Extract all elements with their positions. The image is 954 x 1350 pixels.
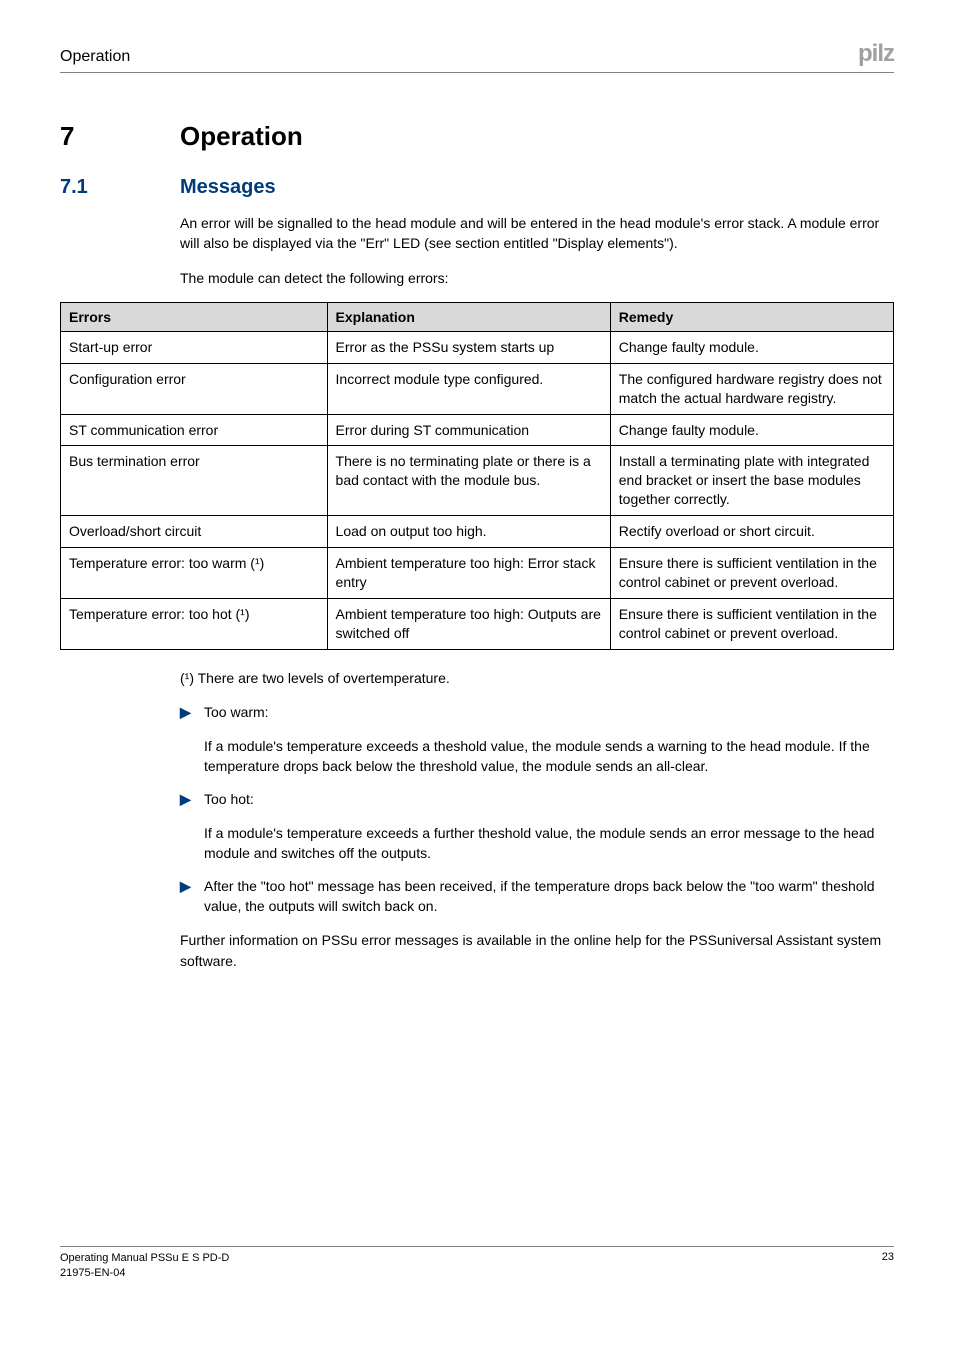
cell-explanation: Error as the PSSu system starts up xyxy=(327,331,610,363)
bullet-body-text: If a module's temperature exceeds a thes… xyxy=(204,736,894,777)
cell-explanation: Incorrect module type configured. xyxy=(327,363,610,414)
cell-error: Start-up error xyxy=(61,331,328,363)
bullet-list: ▶ After the "too hot" message has been r… xyxy=(180,876,894,917)
section-heading: 7 Operation xyxy=(60,121,894,152)
table-header-row: Errors Explanation Remedy xyxy=(61,302,894,331)
cell-explanation: Load on output too high. xyxy=(327,516,610,548)
cell-explanation: There is no terminating plate or there i… xyxy=(327,446,610,516)
cell-remedy: Install a terminating plate with integra… xyxy=(610,446,893,516)
cell-error: Overload/short circuit xyxy=(61,516,328,548)
bullet-icon: ▶ xyxy=(180,876,204,917)
cell-error: Temperature error: too warm (¹) xyxy=(61,548,328,599)
table-row: Configuration error Incorrect module typ… xyxy=(61,363,894,414)
bullet-body-text: After the "too hot" message has been rec… xyxy=(204,876,894,917)
bullet-head: Too hot: xyxy=(204,789,894,809)
header-left-text: Operation xyxy=(60,48,130,66)
cell-error: Temperature error: too hot (¹) xyxy=(61,598,328,649)
intro-paragraph-1: An error will be signalled to the head m… xyxy=(180,213,894,254)
cell-remedy: Ensure there is sufficient ventilation i… xyxy=(610,548,893,599)
cell-remedy: Ensure there is sufficient ventilation i… xyxy=(610,598,893,649)
bullet-list: ▶ Too hot: xyxy=(180,789,894,809)
intro-paragraph-2: The module can detect the following erro… xyxy=(180,268,894,288)
subsection-number: 7.1 xyxy=(60,176,180,199)
table-row: Overload/short circuit Load on output to… xyxy=(61,516,894,548)
page-number: 23 xyxy=(882,1251,894,1280)
footer-doc-id: 21975-EN-04 xyxy=(60,1266,229,1280)
footer-left: Operating Manual PSSu E S PD-D 21975-EN-… xyxy=(60,1251,229,1280)
bullet-body-text: If a module's temperature exceeds a furt… xyxy=(204,823,894,864)
cell-remedy: Change faulty module. xyxy=(610,414,893,446)
cell-error: ST communication error xyxy=(61,414,328,446)
table-row: Temperature error: too warm (¹) Ambient … xyxy=(61,548,894,599)
bullet-head: Too warm: xyxy=(204,702,894,722)
col-header-errors: Errors xyxy=(61,302,328,331)
cell-remedy: Change faulty module. xyxy=(610,331,893,363)
pilz-logo: pilz xyxy=(858,40,894,68)
errors-table: Errors Explanation Remedy Start-up error… xyxy=(60,302,894,650)
bullet-icon: ▶ xyxy=(180,702,204,722)
table-row: ST communication error Error during ST c… xyxy=(61,414,894,446)
bullet-icon: ▶ xyxy=(180,789,204,809)
cell-explanation: Error during ST communication xyxy=(327,414,610,446)
col-header-remedy: Remedy xyxy=(610,302,893,331)
footer-manual-title: Operating Manual PSSu E S PD-D xyxy=(60,1251,229,1265)
cell-remedy: Rectify overload or short circuit. xyxy=(610,516,893,548)
cell-explanation: Ambient temperature too high: Outputs ar… xyxy=(327,598,610,649)
subsection-heading: 7.1 Messages xyxy=(60,176,894,199)
bullet-list: ▶ Too warm: xyxy=(180,702,894,722)
closing-paragraph: Further information on PSSu error messag… xyxy=(180,930,894,971)
list-item: ▶ Too warm: xyxy=(180,702,894,722)
table-row: Bus termination error There is no termin… xyxy=(61,446,894,516)
section-title: Operation xyxy=(180,121,303,152)
cell-explanation: Ambient temperature too high: Error stac… xyxy=(327,548,610,599)
table-row: Temperature error: too hot (¹) Ambient t… xyxy=(61,598,894,649)
subsection-title: Messages xyxy=(180,176,276,199)
page-header: Operation pilz xyxy=(60,40,894,73)
cell-error: Configuration error xyxy=(61,363,328,414)
cell-error: Bus termination error xyxy=(61,446,328,516)
page-footer: Operating Manual PSSu E S PD-D 21975-EN-… xyxy=(60,1246,894,1280)
col-header-explanation: Explanation xyxy=(327,302,610,331)
table-row: Start-up error Error as the PSSu system … xyxy=(61,331,894,363)
section-number: 7 xyxy=(60,121,180,152)
list-item: ▶ After the "too hot" message has been r… xyxy=(180,876,894,917)
list-item: ▶ Too hot: xyxy=(180,789,894,809)
footnote-text: (¹) There are two levels of overtemperat… xyxy=(180,668,894,688)
cell-remedy: The configured hardware registry does no… xyxy=(610,363,893,414)
